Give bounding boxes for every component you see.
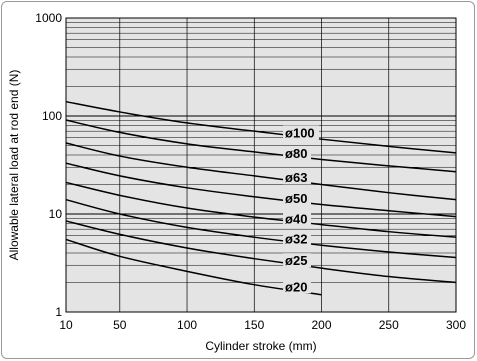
- series-label: ø100: [285, 125, 315, 140]
- x-tick-label: 100: [177, 318, 197, 332]
- series-label-bg: [283, 190, 312, 205]
- x-tick-label: 300: [446, 318, 466, 332]
- series-label: ø63: [285, 170, 307, 185]
- series-label-bg: [283, 211, 312, 226]
- series-label-bg: [283, 279, 312, 294]
- plot-area: [66, 18, 456, 312]
- y-tick-label: 1: [55, 305, 62, 319]
- x-tick-label: 250: [379, 318, 399, 332]
- series-label: ø80: [285, 146, 307, 161]
- plot-border: [65, 17, 457, 313]
- series-label: ø25: [285, 253, 307, 268]
- series-label-bg: [283, 146, 312, 161]
- series-label-bg: [283, 253, 312, 268]
- series-label-bg: [283, 231, 312, 246]
- series-label: ø40: [285, 211, 307, 226]
- x-tick-label: 50: [113, 318, 127, 332]
- series-line: [65, 162, 457, 218]
- y-axis-title: Allowable lateral load at rod end (N): [7, 70, 21, 261]
- series-line: [65, 220, 457, 284]
- series-label: ø50: [285, 191, 307, 206]
- y-tick-label: 10: [49, 207, 63, 221]
- y-tick-label: 100: [42, 109, 62, 123]
- series-line: [65, 100, 457, 154]
- series-line: [65, 181, 457, 238]
- series-line: [65, 119, 457, 173]
- series-label: ø20: [285, 279, 307, 294]
- x-tick-label: 200: [312, 318, 332, 332]
- x-axis-title: Cylinder stroke (mm): [205, 339, 316, 353]
- grid-lines: [66, 18, 456, 312]
- series-labels: ø100 ø80 ø63 ø50 ø40 ø32 ø25 ø20: [283, 125, 320, 294]
- series-label-bg: [283, 170, 312, 185]
- series-lines: [65, 100, 457, 296]
- x-tick-label: 10: [59, 318, 73, 332]
- series-line: [65, 238, 322, 296]
- series-label: ø32: [285, 231, 307, 246]
- y-tick-label: 1000: [35, 11, 62, 25]
- series-line: [65, 198, 457, 259]
- series-line: [65, 142, 457, 201]
- series-label-bg: [283, 125, 320, 140]
- x-tick-label: 150: [244, 318, 264, 332]
